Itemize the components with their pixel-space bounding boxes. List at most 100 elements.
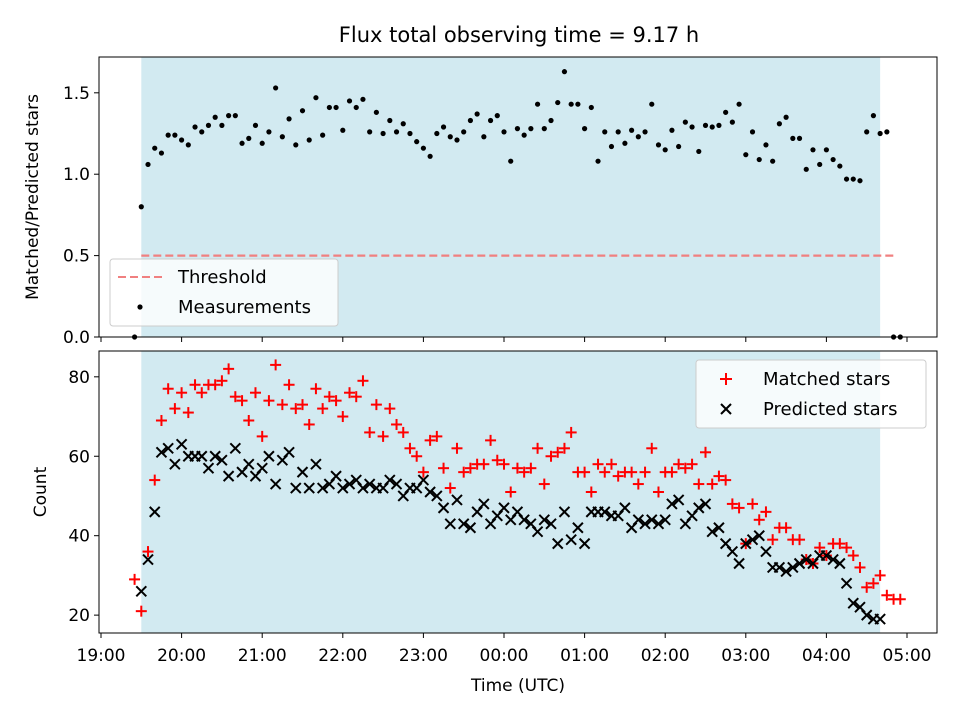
measurement-point <box>239 140 245 146</box>
predicted-mark-b <box>263 450 275 462</box>
matched-star-point <box>780 522 792 534</box>
bottom-legend: Matched stars Predicted stars <box>695 359 927 429</box>
matched-star-point <box>270 359 282 371</box>
measurement-point <box>252 122 259 128</box>
predicted-mark-b <box>417 474 430 486</box>
predicted-mark-b <box>296 466 309 478</box>
predicted-star-point <box>363 478 376 490</box>
predicted-star-point <box>451 494 463 506</box>
bottom-y-ticks: 20 40 60 80 <box>68 368 99 626</box>
predicted-star-point <box>437 502 450 514</box>
predicted-mark-b <box>390 478 403 490</box>
measurement-point <box>622 140 628 146</box>
x-tick-label: 21:00 <box>238 646 287 666</box>
matched-star-point <box>605 458 617 470</box>
predicted-mark-b <box>222 470 235 482</box>
measurement-point <box>172 132 178 138</box>
matched-star-point <box>337 411 349 423</box>
measurement-point <box>165 132 171 138</box>
x-axis-label: Time (UTC) <box>470 676 565 696</box>
matched-star-point <box>276 399 288 411</box>
predicted-mark-b <box>196 450 208 462</box>
predicted-mark-b <box>511 506 524 518</box>
predicted-star-point <box>135 585 148 598</box>
measurement-point <box>682 119 688 125</box>
predicted-mark-b <box>444 518 456 530</box>
measurement-point <box>743 152 749 158</box>
measurement-point <box>676 143 682 150</box>
predicted-mark-b <box>847 597 859 609</box>
matched-star-point <box>216 375 228 387</box>
predicted-star-point <box>229 442 242 455</box>
predicted-mark-b <box>384 474 396 486</box>
measurement-point <box>749 129 756 135</box>
top-panel: 0.0 0.5 1.0 1.5 Matched/Predicted stars Thr… <box>23 56 938 348</box>
predicted-mark-b <box>746 533 759 546</box>
predicted-mark-b <box>243 458 255 470</box>
matched-star-point <box>881 589 893 601</box>
measurement-point <box>219 122 225 128</box>
predicted-star-point <box>659 514 671 526</box>
matched-star-point <box>417 466 429 478</box>
predicted-star-point <box>780 565 792 578</box>
top-axes-frame <box>98 56 938 338</box>
measurement-point <box>501 129 507 135</box>
measurement-point <box>837 163 843 169</box>
matched-star-point <box>182 407 194 419</box>
x-tick-label: 00:00 <box>480 646 529 666</box>
predicted-mark-b <box>175 438 188 451</box>
measurement-point <box>756 156 762 163</box>
measurement-point <box>716 122 722 128</box>
measurement-point <box>293 142 299 148</box>
matched-star-point <box>532 442 544 454</box>
matched-star-point <box>364 426 376 438</box>
predicted-star-point <box>726 545 739 558</box>
matched-star-point <box>196 387 208 399</box>
measurement-point <box>467 117 474 124</box>
predicted-mark-b <box>290 482 302 494</box>
predicted-star-point <box>565 533 577 546</box>
matched-star-point <box>626 466 638 478</box>
measurement-point <box>387 117 393 124</box>
matched-star-point <box>518 466 530 478</box>
predicted-mark-b <box>155 446 168 458</box>
measurement-point <box>185 142 191 148</box>
predicted-star-point <box>666 498 678 510</box>
predicted-star-point <box>773 561 786 574</box>
measurement-point <box>205 122 212 128</box>
matched-star-point <box>303 418 315 430</box>
legend-threshold-label: Threshold <box>177 267 267 288</box>
predicted-star-point <box>538 514 551 526</box>
y-tick-label: 1.5 <box>63 84 90 104</box>
matched-star-point <box>485 434 497 446</box>
measurement-point <box>662 147 668 153</box>
predicted-mark-b <box>719 537 732 550</box>
matched-star-point <box>464 462 476 474</box>
matched-star-point <box>458 466 470 478</box>
predicted-star-point <box>733 557 745 570</box>
measurement-point <box>790 135 796 141</box>
predicted-mark-b <box>733 557 745 570</box>
measurement-point <box>407 130 413 137</box>
matched-star-point <box>370 399 382 411</box>
matched-star-point <box>713 470 725 482</box>
predicted-star-point <box>424 486 436 498</box>
x-tick-label: 19:00 <box>77 646 126 666</box>
legend-predicted-label: Predicted stars <box>763 399 897 420</box>
predicted-star-point <box>222 470 235 482</box>
matched-star-point <box>760 506 772 518</box>
matched-star-point <box>505 486 517 498</box>
predicted-mark-b <box>478 498 490 510</box>
predicted-mark-b <box>672 494 685 506</box>
predicted-star-point <box>357 482 369 494</box>
predicted-star-point <box>552 537 564 550</box>
predicted-star-point <box>478 498 490 510</box>
measurement-point <box>360 96 366 102</box>
top-x-ticks <box>100 337 908 342</box>
measurement-point <box>528 126 534 132</box>
measurement-point <box>367 129 373 135</box>
predicted-mark-b <box>632 514 645 526</box>
predicted-mark-b <box>565 533 577 546</box>
legend-matched-swatch <box>720 373 732 385</box>
